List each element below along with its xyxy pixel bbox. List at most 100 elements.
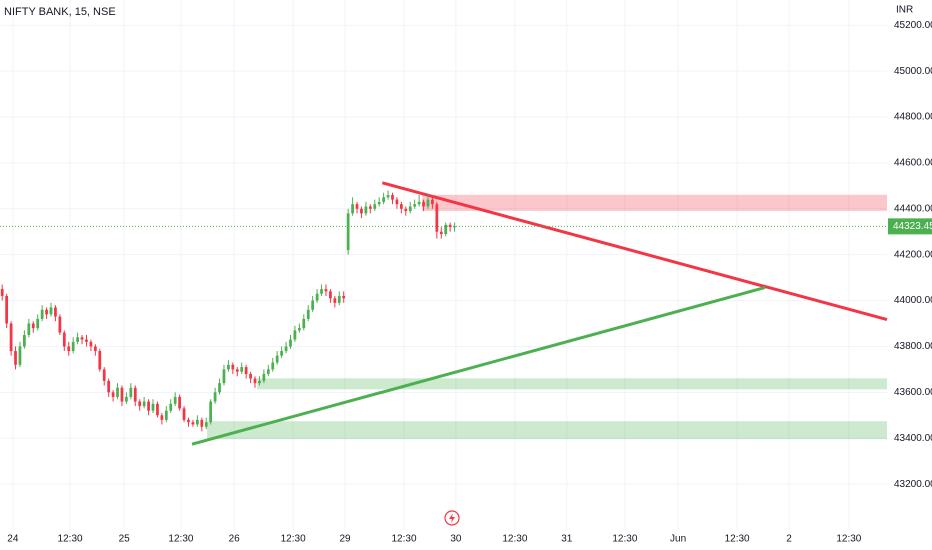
candle-body <box>413 204 417 207</box>
candle-body <box>204 422 208 427</box>
x-tick-label: 2 <box>786 534 792 545</box>
x-tick-label: 12:30 <box>612 534 637 545</box>
last-price-label: 44323.45 <box>893 221 932 232</box>
candle-body <box>182 408 186 420</box>
candle-body <box>164 410 168 420</box>
candle-body <box>386 195 390 198</box>
candle-body <box>431 199 434 205</box>
zone <box>207 421 887 440</box>
candle-body <box>27 323 31 335</box>
y-tick-label: 44000.00 <box>894 295 932 306</box>
candle-body <box>280 351 283 356</box>
x-tick-label: 12:30 <box>58 534 83 545</box>
candle-body <box>111 392 115 397</box>
axes: 43200.00 43400.00 43600.00 43800.00 44000.00… <box>7 20 932 545</box>
candle-body <box>324 289 328 292</box>
candle-body <box>364 206 368 214</box>
candle-body <box>200 419 204 427</box>
candle-body <box>98 351 102 370</box>
candle-body <box>54 307 57 317</box>
x-tick-label: Jun <box>670 534 686 545</box>
drawings <box>0 181 888 446</box>
candle-body <box>76 337 79 342</box>
candle-body <box>306 309 310 319</box>
x-tick-label: 12:30 <box>281 534 306 545</box>
candle-body <box>218 383 221 393</box>
candle-body <box>5 295 9 324</box>
candle-body <box>377 201 381 205</box>
candle-body <box>227 364 230 370</box>
candle-body <box>262 373 266 381</box>
candle-body <box>129 387 133 397</box>
last-price-tag <box>888 218 932 235</box>
candle-body <box>14 351 17 365</box>
candle-body <box>244 367 248 374</box>
y-tick-label: 45200.00 <box>894 20 932 31</box>
y-tick-label: 44600.00 <box>894 158 932 169</box>
candle-body <box>346 213 350 251</box>
zone <box>257 378 888 390</box>
candle-body <box>71 341 75 352</box>
x-tick-label: 12:30 <box>392 534 417 545</box>
icon-circle <box>444 510 460 526</box>
candle-body <box>23 334 26 347</box>
x-tick-label: 12:30 <box>725 534 750 545</box>
candle-body <box>49 307 53 315</box>
candle-body <box>0 289 4 296</box>
candle-body <box>315 293 319 301</box>
candle-body <box>58 316 62 333</box>
candle-body <box>368 206 372 209</box>
candle-body <box>195 419 199 425</box>
grid <box>0 0 887 530</box>
y-tick-label: 43200.00 <box>894 479 932 490</box>
candle-body <box>235 369 239 372</box>
candle-body <box>240 367 244 372</box>
candle-body <box>302 318 306 329</box>
chart-title: NIFTY BANK, 15, NSE <box>4 6 116 18</box>
candle-body <box>138 401 142 407</box>
candle-body <box>399 204 403 209</box>
candle-body <box>284 346 288 352</box>
x-tick-label: 26 <box>229 534 241 545</box>
replay-icon[interactable] <box>444 510 460 526</box>
candle-body <box>213 392 217 402</box>
trendline <box>381 181 888 322</box>
candle-body <box>89 341 93 347</box>
y-tick-label: 43600.00 <box>894 387 932 398</box>
y-tick-label: 43400.00 <box>894 433 932 444</box>
candle-body <box>80 337 84 340</box>
candle-body <box>62 332 66 347</box>
candle-body <box>102 369 106 381</box>
candle-body <box>249 373 252 379</box>
candle-body <box>67 346 71 352</box>
candle-body <box>133 387 137 402</box>
candle-body <box>187 419 190 423</box>
candle-body <box>342 295 346 299</box>
candle-body <box>435 204 439 232</box>
candle-body <box>231 364 235 370</box>
candle-body <box>147 401 150 411</box>
candle-body <box>320 289 323 294</box>
candle-body <box>351 204 354 214</box>
currency-label: INR <box>896 5 913 16</box>
zone <box>422 194 887 211</box>
candle-body <box>408 206 412 212</box>
candle-body <box>297 328 301 331</box>
candle-body <box>151 403 155 411</box>
candle-body <box>93 346 97 352</box>
candles <box>0 190 456 432</box>
candle-body <box>289 339 292 347</box>
candle-body <box>453 226 456 228</box>
candle-body <box>85 339 88 342</box>
x-tick-label: 12:30 <box>502 534 527 545</box>
candle-body <box>222 369 226 384</box>
candle-body <box>266 369 270 374</box>
candle-body <box>271 362 275 370</box>
trendline <box>191 286 766 446</box>
candle-body <box>439 231 443 235</box>
candle-body <box>293 330 297 340</box>
candle-body <box>448 224 452 228</box>
x-tick-label: 30 <box>450 534 462 545</box>
